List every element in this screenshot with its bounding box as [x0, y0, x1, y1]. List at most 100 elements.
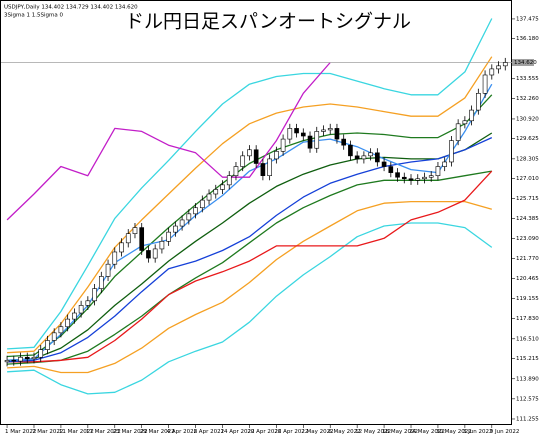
- candle-body: [267, 158, 272, 176]
- y-tick-label: 137.475: [516, 16, 539, 22]
- y-tick-label: 116.510: [516, 336, 539, 342]
- candle-body: [226, 175, 232, 186]
- candle-body: [240, 155, 246, 167]
- chart-title: ドル円日足スパンオートシグナル: [125, 11, 411, 33]
- candle-body: [334, 128, 340, 140]
- x-tick-label: 6 May 2022: [328, 429, 360, 435]
- candle-body: [220, 184, 225, 190]
- plot-frame: [0, 0, 512, 425]
- candle-body: [341, 138, 347, 146]
- y-tick-label: 112.575: [516, 396, 539, 402]
- y-tick-label: 127.010: [516, 176, 539, 182]
- last-price-badge: [512, 58, 534, 66]
- x-tick-label: 23 Mar 2022: [113, 429, 148, 435]
- candle-body: [395, 172, 400, 178]
- candle-body: [4, 360, 10, 363]
- candle-body: [247, 149, 252, 157]
- candle-body: [348, 144, 353, 157]
- y-tick-label: 119.155: [516, 296, 539, 302]
- candle-body: [166, 231, 171, 242]
- candle-body: [294, 128, 299, 134]
- x-tick-label: 12 May 2022: [355, 429, 391, 435]
- indicator-line: [7, 132, 493, 361]
- candle-body: [482, 74, 488, 94]
- x-tick-label: 29 Mar 2022: [140, 429, 175, 435]
- x-tick-label: 8 Apr 2022: [194, 429, 225, 435]
- candle-body: [139, 227, 145, 251]
- candle-body: [354, 155, 360, 160]
- candle-body: [159, 241, 165, 250]
- candle-body: [435, 166, 441, 176]
- candle-body: [78, 305, 84, 314]
- y-tick-label: 120.465: [516, 276, 539, 282]
- last-price-label: 134.620: [514, 60, 537, 66]
- candle-body: [455, 123, 461, 141]
- y-tick-label: 117.830: [516, 316, 539, 322]
- x-tick-label: 20 Apr 2022: [247, 429, 281, 435]
- y-tick-label: 129.625: [516, 136, 539, 142]
- candle-body: [361, 155, 367, 160]
- x-tick-label: 18 May 2022: [382, 429, 418, 435]
- candle-body: [72, 312, 77, 320]
- candle-body: [274, 150, 279, 160]
- y-tick-label: 115.215: [516, 356, 539, 362]
- candle-body: [31, 356, 37, 360]
- candle-body: [253, 149, 259, 164]
- indicator-line: [7, 222, 493, 395]
- candle-body: [92, 288, 97, 302]
- y-tick-label: 133.555: [516, 76, 539, 82]
- indicator-line: [7, 200, 492, 374]
- indicator-line: [7, 18, 493, 350]
- x-tick-label: 30 May 2022: [436, 429, 472, 435]
- indicator-line: [7, 56, 493, 354]
- candle-body: [321, 129, 326, 132]
- candle-body: [469, 109, 474, 122]
- candle-body: [489, 68, 495, 76]
- candle-body: [51, 332, 57, 341]
- candle-body: [381, 161, 387, 167]
- candle-body: [173, 225, 178, 233]
- indicator-line: [7, 137, 493, 363]
- candle-body: [280, 138, 286, 152]
- y-tick-label: 113.890: [516, 376, 539, 382]
- y-tick-label: 121.770: [516, 256, 539, 262]
- candle-body: [415, 178, 421, 181]
- candle-body: [18, 356, 23, 362]
- candle-body: [186, 213, 192, 221]
- candle-body: [146, 250, 151, 259]
- candle-body: [85, 300, 91, 306]
- candle-body: [428, 175, 434, 178]
- header-text: USDJPY,Daily 134.402 134.729 134.402 134…: [4, 5, 138, 11]
- x-tick-label: 14 Apr 2022: [221, 429, 255, 435]
- candle-body: [368, 152, 373, 157]
- x-tick-label: 3 Jun 2022: [463, 429, 493, 435]
- candle-body: [422, 176, 427, 180]
- x-tick-label: 9 Jun 2022: [490, 429, 520, 435]
- candle-body: [112, 251, 118, 265]
- candle-body: [105, 263, 111, 277]
- candle-body: [307, 135, 313, 149]
- indicator-line: [6, 62, 331, 221]
- candle-body: [132, 227, 138, 234]
- y-tick-label: 111.255: [516, 416, 539, 422]
- candle-body: [11, 360, 17, 362]
- candle-body: [496, 65, 501, 70]
- candle-body: [65, 318, 70, 328]
- candle-body: [38, 349, 44, 358]
- candle-body: [401, 176, 407, 180]
- candle-body: [179, 219, 185, 227]
- y-tick-label: 130.920: [516, 116, 539, 122]
- candle-body: [58, 326, 64, 334]
- candle-body: [408, 178, 414, 181]
- x-tick-label: 2 May 2022: [301, 429, 333, 435]
- candle-body: [206, 193, 212, 201]
- y-tick-label: 136.180: [516, 36, 539, 42]
- y-tick-label: 123.090: [516, 236, 539, 242]
- x-tick-label: 17 Mar 2022: [86, 429, 121, 435]
- y-tick-label: 124.385: [516, 216, 539, 222]
- candle-body: [193, 207, 198, 215]
- y-tick-label: 128.305: [516, 156, 539, 162]
- header-text: 3Sigma 1 1.5Sigma 0: [4, 13, 63, 19]
- indicator-line: [7, 170, 493, 363]
